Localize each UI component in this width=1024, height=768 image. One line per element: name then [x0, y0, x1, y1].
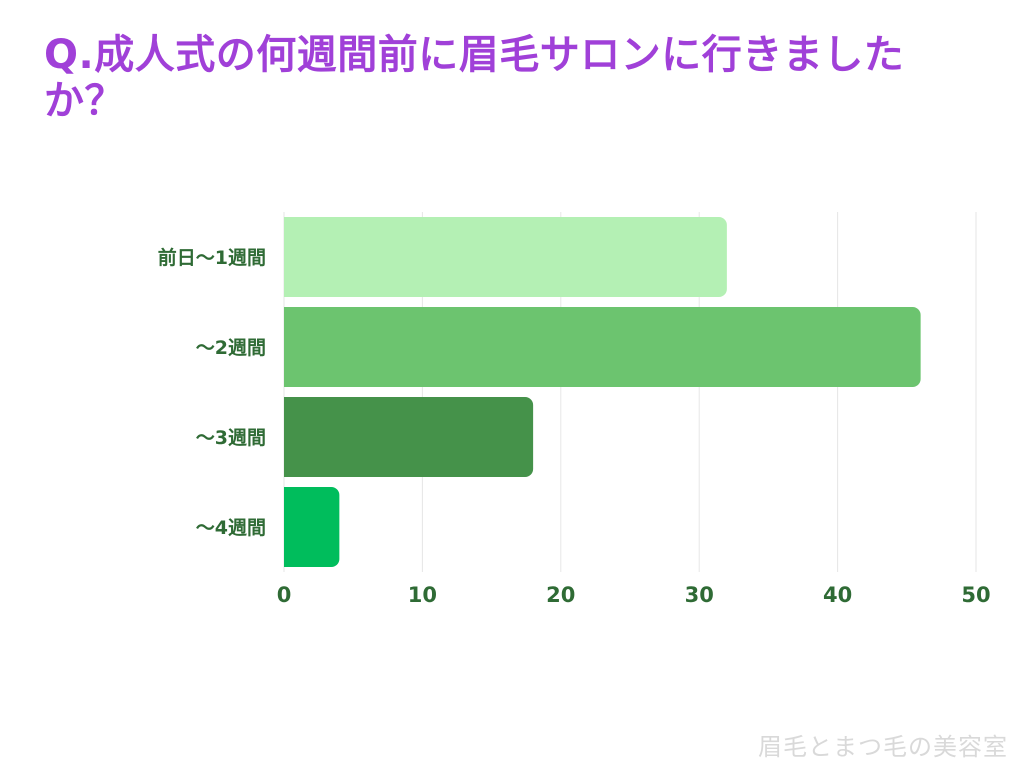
x-tick-label: 50 — [961, 583, 990, 607]
x-tick-label: 0 — [277, 583, 292, 607]
bar-edge — [284, 397, 294, 477]
bar — [284, 487, 340, 567]
category-label: 〜4週間 — [196, 517, 266, 539]
bar — [284, 217, 727, 297]
watermark: 眉毛とまつ毛の美容室 — [758, 733, 1008, 761]
category-label: 前日〜1週間 — [158, 246, 266, 269]
x-tick-label: 10 — [408, 583, 437, 607]
category-label: 〜3週間 — [196, 427, 266, 449]
chart-title: Q.成人式の何週間前に眉毛サロンに行きましたか？ — [44, 32, 905, 124]
bar-edge — [284, 487, 294, 567]
x-axis-tick-labels: 0 10 20 30 40 50 — [277, 583, 991, 607]
x-tick-label: 30 — [685, 583, 714, 607]
bar-edge — [284, 217, 294, 297]
bar-edge — [284, 307, 294, 387]
category-labels: 前日〜1週間〜2週間〜3週間〜4週間 — [158, 246, 266, 539]
x-tick-label: 40 — [823, 583, 852, 607]
bar — [284, 307, 921, 387]
category-label: 〜2週間 — [196, 337, 266, 359]
bars — [284, 217, 921, 567]
x-tick-label: 20 — [546, 583, 575, 607]
bar — [284, 397, 534, 477]
